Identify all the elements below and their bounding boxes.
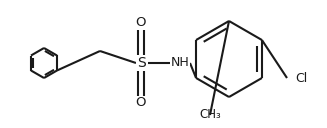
Text: Cl: Cl [295,72,307,84]
Text: CH₃: CH₃ [199,108,221,121]
Text: O: O [136,17,146,29]
Text: S: S [137,56,146,70]
Text: NH: NH [171,56,189,70]
Text: O: O [136,97,146,109]
